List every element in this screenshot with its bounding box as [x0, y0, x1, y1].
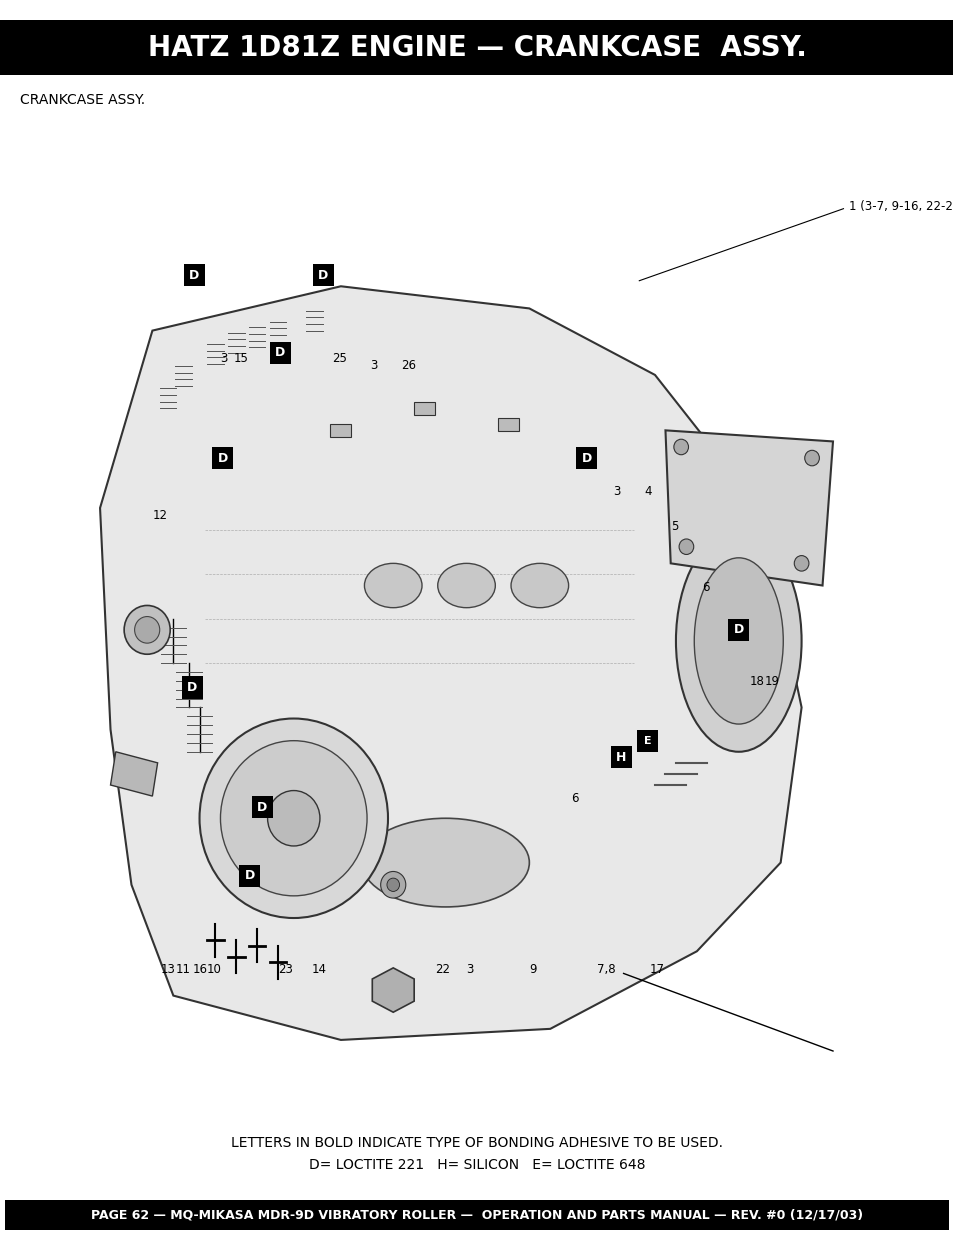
- Ellipse shape: [694, 558, 782, 724]
- Circle shape: [380, 872, 405, 898]
- Bar: [313, 264, 334, 287]
- Text: 14: 14: [312, 963, 326, 977]
- Text: LETTERS IN BOLD INDICATE TYPE OF BONDING ADHESIVE TO BE USED.: LETTERS IN BOLD INDICATE TYPE OF BONDING…: [231, 1136, 722, 1150]
- Text: HATZ 1D81Z ENGINE — CRANKCASE  ASSY.: HATZ 1D81Z ENGINE — CRANKCASE ASSY.: [148, 33, 805, 62]
- Circle shape: [124, 605, 170, 655]
- Circle shape: [794, 556, 808, 571]
- Circle shape: [679, 538, 693, 555]
- Text: 4: 4: [644, 484, 651, 498]
- Circle shape: [220, 741, 367, 895]
- Text: PAGE 62 — MQ-MIKASA MDR-9D VIBRATORY ROLLER —  OPERATION AND PARTS MANUAL — REV.: PAGE 62 — MQ-MIKASA MDR-9D VIBRATORY ROL…: [91, 1209, 862, 1221]
- Text: 3: 3: [466, 963, 474, 977]
- Text: CRANKCASE ASSY.: CRANKCASE ASSY.: [20, 93, 145, 107]
- Text: 11: 11: [175, 963, 191, 977]
- Text: 25: 25: [333, 352, 347, 364]
- Bar: [181, 677, 202, 699]
- Bar: [727, 619, 748, 641]
- Text: 19: 19: [764, 676, 780, 688]
- Text: 17: 17: [649, 963, 664, 977]
- Text: 10: 10: [207, 963, 221, 977]
- Polygon shape: [665, 430, 832, 585]
- Bar: [252, 797, 273, 819]
- Text: D: D: [274, 346, 285, 359]
- Text: 3: 3: [613, 484, 619, 498]
- Text: D: D: [187, 680, 197, 694]
- Text: 15: 15: [233, 352, 249, 364]
- Bar: [576, 447, 597, 469]
- Circle shape: [673, 440, 688, 454]
- Text: 9: 9: [529, 963, 537, 977]
- Text: 22: 22: [435, 963, 450, 977]
- Ellipse shape: [676, 530, 801, 752]
- Text: 15: 15: [275, 352, 291, 364]
- Text: 3: 3: [370, 359, 377, 373]
- Circle shape: [387, 878, 399, 892]
- Bar: [330, 424, 351, 437]
- Ellipse shape: [511, 563, 568, 608]
- Text: 13: 13: [161, 963, 175, 977]
- Text: D: D: [317, 269, 328, 282]
- Text: H: H: [616, 751, 626, 763]
- Bar: [184, 264, 205, 287]
- Polygon shape: [372, 968, 414, 1013]
- Ellipse shape: [361, 819, 529, 906]
- Bar: [270, 342, 291, 364]
- Bar: [0, 20, 953, 75]
- Bar: [414, 401, 435, 415]
- Text: E: E: [643, 736, 651, 746]
- Polygon shape: [111, 752, 157, 797]
- Bar: [637, 730, 658, 752]
- Text: D: D: [581, 452, 592, 464]
- Text: 6: 6: [701, 580, 709, 594]
- Text: 16: 16: [192, 963, 207, 977]
- Text: D: D: [244, 869, 254, 882]
- Text: 7,8: 7,8: [597, 963, 616, 977]
- Text: D: D: [733, 624, 743, 636]
- Circle shape: [199, 719, 388, 918]
- Text: D= LOCTITE 221   H= SILICON   E= LOCTITE 648: D= LOCTITE 221 H= SILICON E= LOCTITE 648: [309, 1158, 644, 1172]
- Text: D: D: [257, 800, 267, 814]
- Text: 1 (3-7, 9-16, 22-23): 1 (3-7, 9-16, 22-23): [848, 200, 953, 212]
- Text: 23: 23: [277, 963, 293, 977]
- Bar: [610, 746, 631, 768]
- Text: 5: 5: [670, 520, 678, 534]
- Circle shape: [134, 616, 159, 643]
- Bar: [212, 447, 233, 469]
- Text: D: D: [217, 452, 228, 464]
- Bar: [239, 864, 260, 887]
- Text: 6: 6: [571, 792, 578, 805]
- Bar: [5, 1200, 948, 1230]
- Circle shape: [804, 451, 819, 466]
- Bar: [497, 419, 518, 431]
- Text: D: D: [189, 269, 199, 282]
- Text: 3: 3: [220, 352, 228, 364]
- Text: 18: 18: [748, 676, 763, 688]
- Text: 12: 12: [152, 509, 167, 522]
- Ellipse shape: [364, 563, 421, 608]
- Ellipse shape: [437, 563, 495, 608]
- Text: 26: 26: [401, 359, 416, 373]
- Circle shape: [267, 790, 319, 846]
- Polygon shape: [100, 287, 801, 1040]
